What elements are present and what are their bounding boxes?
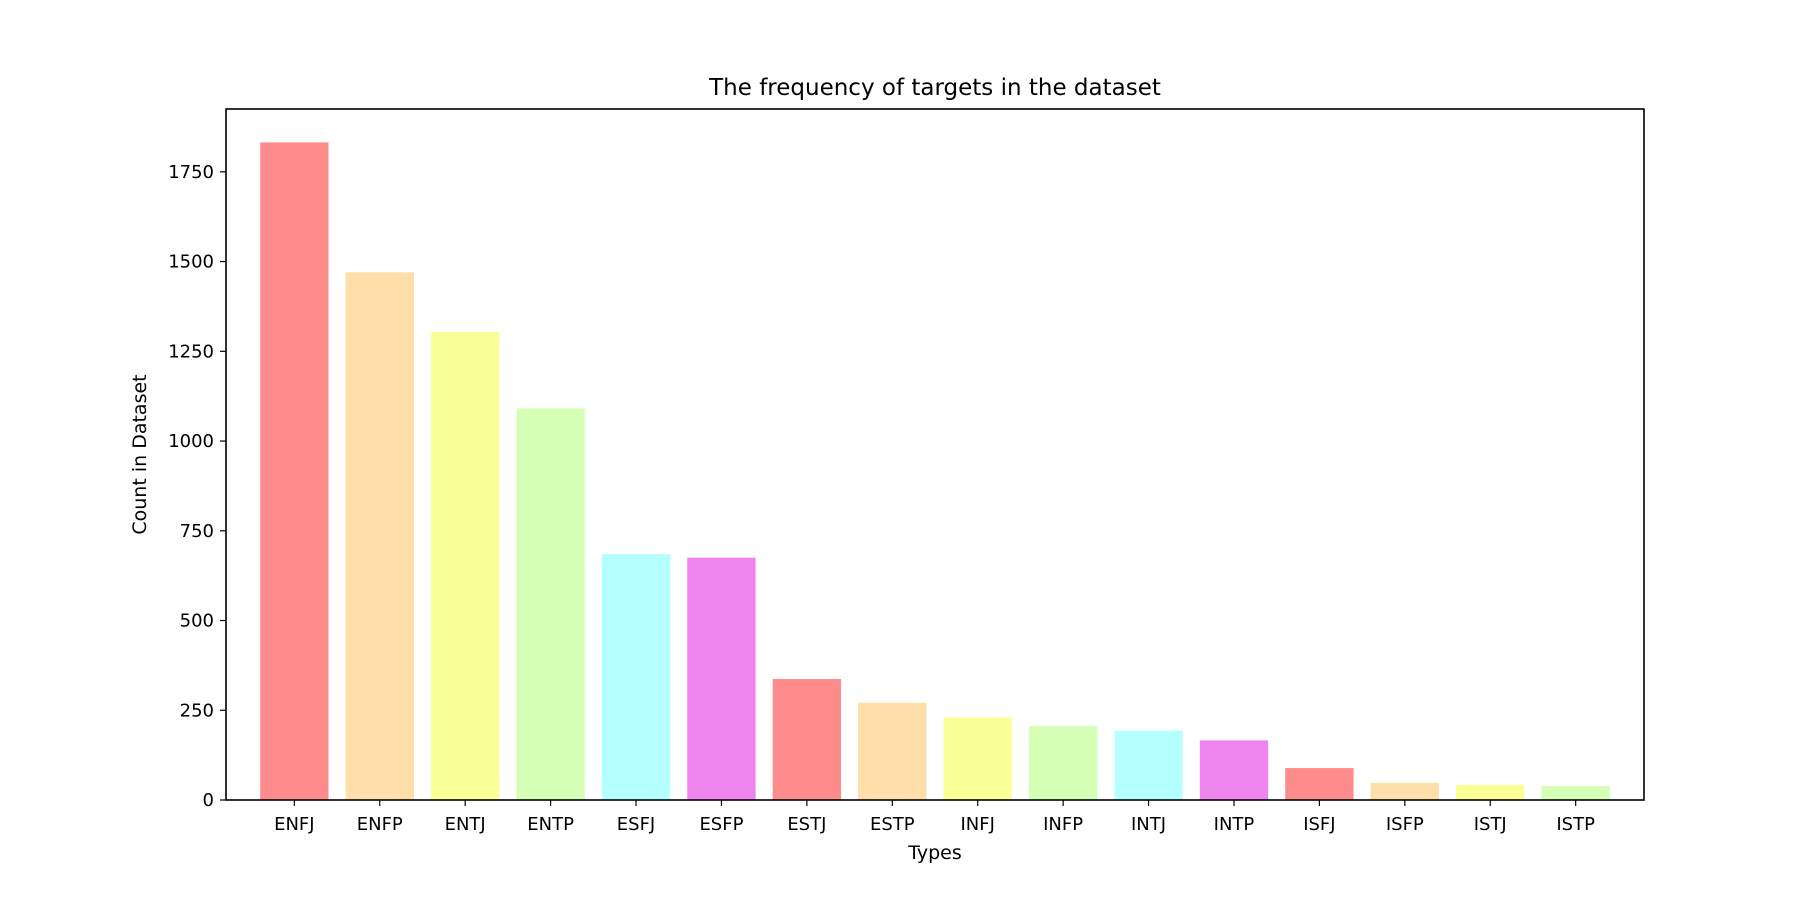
bar-istp <box>1541 786 1610 800</box>
bar-isfp <box>1370 782 1439 800</box>
x-tick-label: INFJ <box>960 814 994 835</box>
y-tick-label: 1750 <box>168 162 214 183</box>
x-tick-label: ENFJ <box>274 814 315 835</box>
x-tick-label: ISTJ <box>1474 814 1507 835</box>
bar-estj <box>772 679 842 800</box>
bar-esfp <box>687 557 756 800</box>
x-tick-label: INTJ <box>1131 814 1166 835</box>
bars-group <box>260 142 1610 801</box>
bar-infp <box>1028 726 1098 800</box>
bar-estp <box>858 702 927 800</box>
bar-esfj <box>601 554 671 800</box>
x-axis: ENFJ ENFP ENTJ ENTP ESFJ ESFP ESTJ ESTP INFJ INFP… <box>274 800 1595 835</box>
x-axis-label: Types <box>907 842 962 864</box>
x-tick-label: ESFP <box>699 814 743 835</box>
x-tick-label: ESFJ <box>617 814 655 835</box>
bar-intp <box>1199 740 1269 800</box>
bar-enfj <box>260 142 329 801</box>
x-tick-label: ENTP <box>527 814 574 835</box>
x-tick-label: ISFP <box>1386 814 1424 835</box>
bar-isfj <box>1285 768 1354 800</box>
y-tick-label: 1000 <box>168 431 214 452</box>
y-axis-label: Count in Dataset <box>129 374 151 534</box>
y-tick-label: 250 <box>180 700 214 721</box>
bar-istj <box>1456 784 1525 800</box>
bar-entj <box>431 331 500 800</box>
x-tick-label: INFP <box>1043 814 1083 835</box>
chart-title: The frequency of targets in the dataset <box>708 75 1161 101</box>
bar-infj <box>943 717 1012 800</box>
bar-entp <box>516 408 585 800</box>
x-tick-label: ISTP <box>1556 814 1595 835</box>
plot-frame <box>225 108 1645 801</box>
x-tick-label: ENTJ <box>445 814 486 835</box>
y-axis: 0 250 500 750 1000 1250 1500 1750 <box>168 162 226 811</box>
x-tick-label: ESTJ <box>787 814 826 835</box>
y-tick-label: 500 <box>180 611 214 632</box>
y-tick-label: 0 <box>203 790 214 811</box>
x-tick-label: ESTP <box>870 814 915 835</box>
y-tick-label: 1500 <box>168 252 214 273</box>
x-tick-label: INTP <box>1214 814 1255 835</box>
y-tick-label: 1250 <box>168 341 214 362</box>
y-tick-label: 750 <box>180 521 214 542</box>
x-tick-label: ISFJ <box>1303 814 1335 835</box>
bar-intj <box>1114 730 1183 800</box>
x-tick-label: ENFP <box>357 814 403 835</box>
bar-enfp <box>345 272 414 800</box>
